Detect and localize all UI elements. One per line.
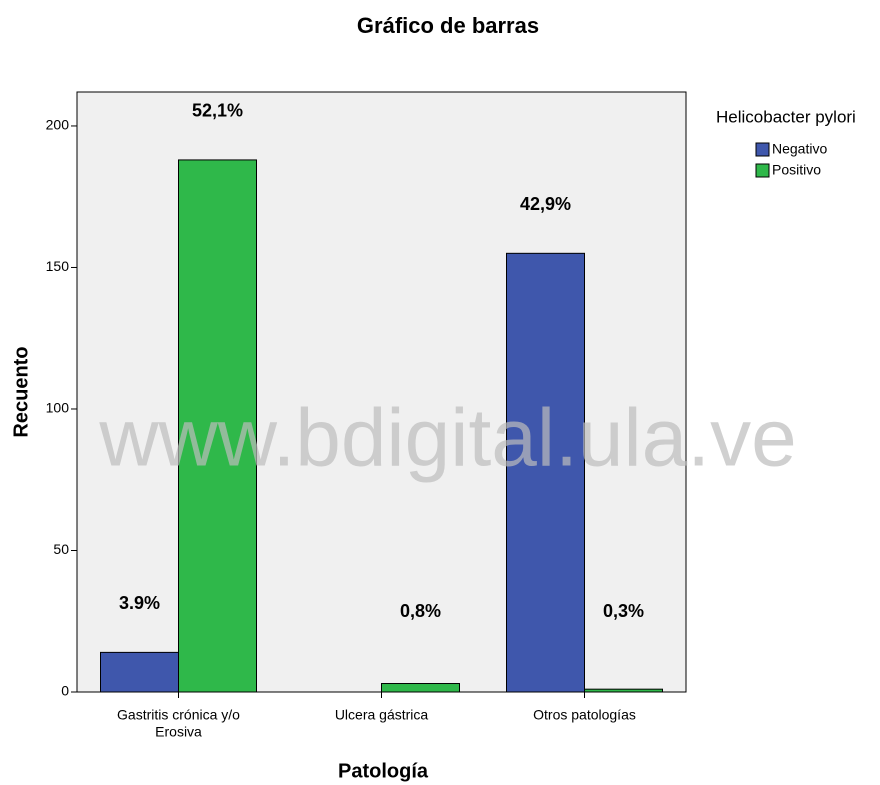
y-tick-label: 200: [46, 117, 70, 133]
bar-annotation: 0,3%: [603, 601, 644, 621]
y-axis-title: Recuento: [10, 346, 32, 437]
x-tick-label: Otros patologías: [533, 707, 636, 723]
legend-swatch: [755, 142, 770, 157]
bar: [381, 683, 460, 693]
bar-annotation: 0,8%: [400, 601, 441, 621]
legend-title: Helicobacter pylori: [716, 107, 856, 126]
bar-annotation: 52,1%: [192, 101, 243, 121]
y-tick-label: 0: [61, 683, 69, 699]
legend-label: Negativo: [772, 141, 827, 157]
watermark: www.bdigital.ula.ve: [98, 393, 796, 484]
bar-annotation: 42,9%: [520, 194, 571, 214]
x-tick-label: Gastritis crónica y/o: [117, 707, 240, 723]
chart-title: Gráfico de barras: [357, 13, 539, 38]
bar: [584, 688, 663, 693]
y-tick-label: 150: [46, 258, 70, 274]
legend-label: Positivo: [772, 162, 821, 178]
bar: [506, 252, 585, 693]
legend-swatch: [755, 163, 770, 178]
y-tick-label: 50: [53, 541, 69, 557]
x-tick-label: Ulcera gástrica: [335, 707, 429, 723]
x-axis-title: Patología: [338, 760, 429, 782]
bar: [100, 651, 179, 693]
bar-annotation: 3.9%: [119, 593, 160, 613]
bar: [178, 159, 257, 693]
y-tick-label: 100: [46, 400, 70, 416]
x-tick-label: Erosiva: [155, 724, 202, 740]
